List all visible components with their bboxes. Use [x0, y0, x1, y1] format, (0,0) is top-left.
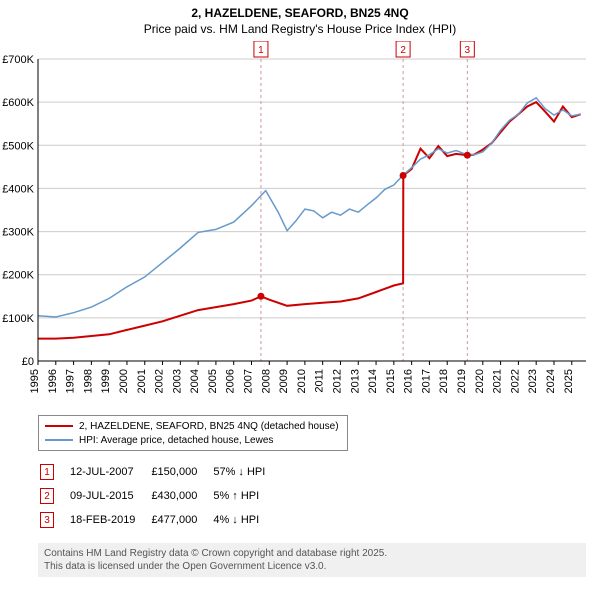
legend-swatch [45, 439, 73, 441]
event-delta: 4% ↓ HPI [213, 509, 279, 531]
svg-text:1999: 1999 [100, 369, 112, 393]
svg-text:£600K: £600K [2, 97, 34, 109]
event-date: 18-FEB-2019 [70, 509, 149, 531]
svg-text:2025: 2025 [563, 369, 575, 393]
svg-text:2014: 2014 [367, 369, 379, 393]
svg-text:1: 1 [258, 45, 264, 56]
svg-text:£200K: £200K [2, 270, 34, 282]
event-marker: 2 [40, 488, 54, 504]
svg-text:1995: 1995 [29, 369, 41, 393]
svg-text:2007: 2007 [243, 369, 255, 393]
svg-text:£100K: £100K [2, 313, 34, 325]
svg-text:2016: 2016 [403, 369, 415, 393]
svg-text:£500K: £500K [2, 140, 34, 152]
event-price: £430,000 [151, 485, 211, 507]
table-row: 1 12-JUL-2007£150,00057% ↓ HPI [40, 461, 279, 483]
svg-text:2001: 2001 [136, 369, 148, 393]
footer-line1: Contains HM Land Registry data © Crown c… [44, 547, 580, 560]
event-date: 09-JUL-2015 [70, 485, 149, 507]
chart-svg: £0 £100K £200K £300K £400K £500K £600K £700K 199… [0, 41, 600, 411]
svg-text:2022: 2022 [509, 369, 521, 393]
svg-text:2018: 2018 [438, 369, 450, 393]
events-table: 1 12-JUL-2007£150,00057% ↓ HPI 2 09-JUL-201… [38, 459, 281, 533]
svg-text:£400K: £400K [2, 184, 34, 196]
event-price: £477,000 [151, 509, 211, 531]
svg-text:2002: 2002 [154, 369, 166, 393]
event-date: 12-JUL-2007 [70, 461, 149, 483]
svg-text:£300K: £300K [2, 227, 34, 239]
legend-label: HPI: Average price, detached house, Lewe… [79, 435, 273, 446]
svg-text:2020: 2020 [474, 369, 486, 393]
svg-text:2011: 2011 [314, 369, 326, 393]
event-delta: 5% ↑ HPI [213, 485, 279, 507]
svg-text:2021: 2021 [492, 369, 504, 393]
svg-text:2004: 2004 [189, 369, 201, 393]
svg-text:2019: 2019 [456, 369, 468, 393]
event-price: £150,000 [151, 461, 211, 483]
table-row: 2 09-JUL-2015£430,0005% ↑ HPI [40, 485, 279, 507]
svg-text:£0: £0 [22, 356, 34, 368]
svg-text:2: 2 [400, 45, 406, 56]
event-marker: 1 [40, 464, 54, 480]
table-row: 3 18-FEB-2019£477,0004% ↓ HPI [40, 509, 279, 531]
svg-text:2009: 2009 [278, 369, 290, 393]
title-line1: 2, HAZELDENE, SEAFORD, BN25 4NQ [0, 6, 600, 22]
svg-text:2000: 2000 [118, 369, 130, 393]
footer-attribution: Contains HM Land Registry data © Crown c… [38, 543, 586, 577]
legend-row: 2, HAZELDENE, SEAFORD, BN25 4NQ (detache… [45, 419, 339, 433]
svg-text:1997: 1997 [65, 369, 77, 393]
svg-text:2013: 2013 [349, 369, 361, 393]
chart-area: £0 £100K £200K £300K £400K £500K £600K £700K 199… [0, 41, 600, 411]
svg-text:2012: 2012 [331, 369, 343, 393]
event-marker: 3 [40, 512, 54, 528]
svg-text:2005: 2005 [207, 369, 219, 393]
legend-label: 2, HAZELDENE, SEAFORD, BN25 4NQ (detache… [79, 421, 339, 432]
event-delta: 57% ↓ HPI [213, 461, 279, 483]
svg-text:2003: 2003 [171, 369, 183, 393]
chart-title: 2, HAZELDENE, SEAFORD, BN25 4NQ Price pa… [0, 0, 600, 41]
svg-text:£700K: £700K [2, 54, 34, 66]
svg-text:2006: 2006 [225, 369, 237, 393]
svg-text:2015: 2015 [385, 369, 397, 393]
svg-text:2024: 2024 [545, 369, 557, 393]
svg-text:2010: 2010 [296, 369, 308, 393]
legend-row: HPI: Average price, detached house, Lewe… [45, 433, 339, 447]
svg-text:2017: 2017 [420, 369, 432, 393]
svg-text:2023: 2023 [527, 369, 539, 393]
svg-text:2008: 2008 [260, 369, 272, 393]
svg-text:1998: 1998 [82, 369, 94, 393]
svg-text:3: 3 [465, 45, 471, 56]
legend: 2, HAZELDENE, SEAFORD, BN25 4NQ (detache… [38, 415, 348, 451]
svg-text:1996: 1996 [47, 369, 59, 393]
title-line2: Price paid vs. HM Land Registry's House … [0, 22, 600, 38]
legend-swatch [45, 425, 73, 427]
footer-line2: This data is licensed under the Open Gov… [44, 560, 580, 573]
